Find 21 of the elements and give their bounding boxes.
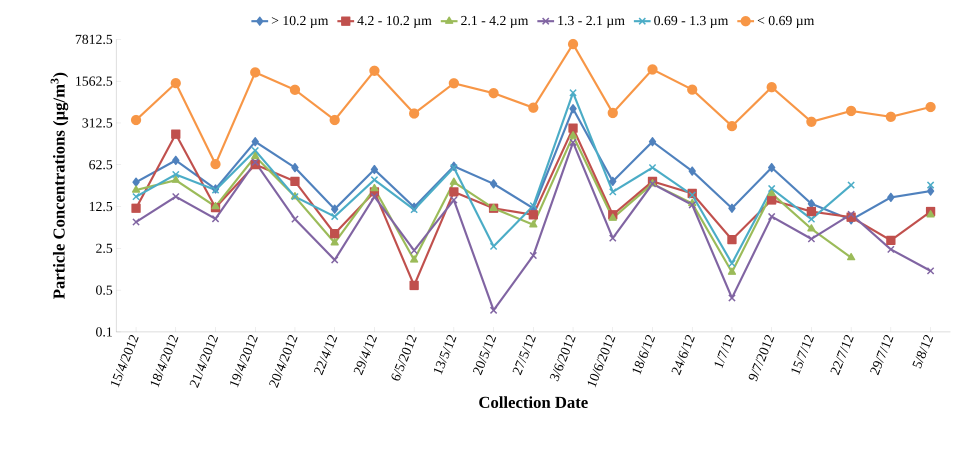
legend-label: 0.69 - 1.3 µm [654, 16, 728, 28]
legend-label: 4.2 - 10.2 µm [357, 16, 432, 28]
y-tick-label: 0.1 [96, 327, 112, 337]
y-tick-label: 1562.5 [76, 76, 112, 86]
y-tick-label: 0.5 [96, 285, 112, 295]
y-tick-label: 312.5 [82, 118, 112, 128]
y-tick-label: 62.5 [89, 160, 112, 170]
y-tick-label: 2.5 [96, 244, 112, 253]
y-axis-title: Particle Concentrations (µg/m$^{3}$) [50, 72, 68, 299]
x-tick-label: 1/7/12 [714, 334, 735, 368]
legend-label: 2.1 - 4.2 µm [461, 16, 528, 28]
x-tick-label: 18/6/12 [632, 334, 656, 375]
legend-label: 1.3 - 2.1 µm [558, 16, 625, 28]
x-tick-label: 5/8/12 [912, 334, 934, 368]
x-axis-title: Collection Date [479, 396, 588, 408]
y-tick-label: 7812.5 [76, 34, 112, 44]
x-tick-label: 13/5/12 [434, 334, 456, 375]
y-tick-label: 12.5 [90, 202, 112, 212]
legend-label: > 10.2 µm [272, 16, 328, 28]
x-tick-label: 15/7/12 [792, 334, 814, 375]
legend-label: < 0.69 µm [758, 16, 814, 28]
